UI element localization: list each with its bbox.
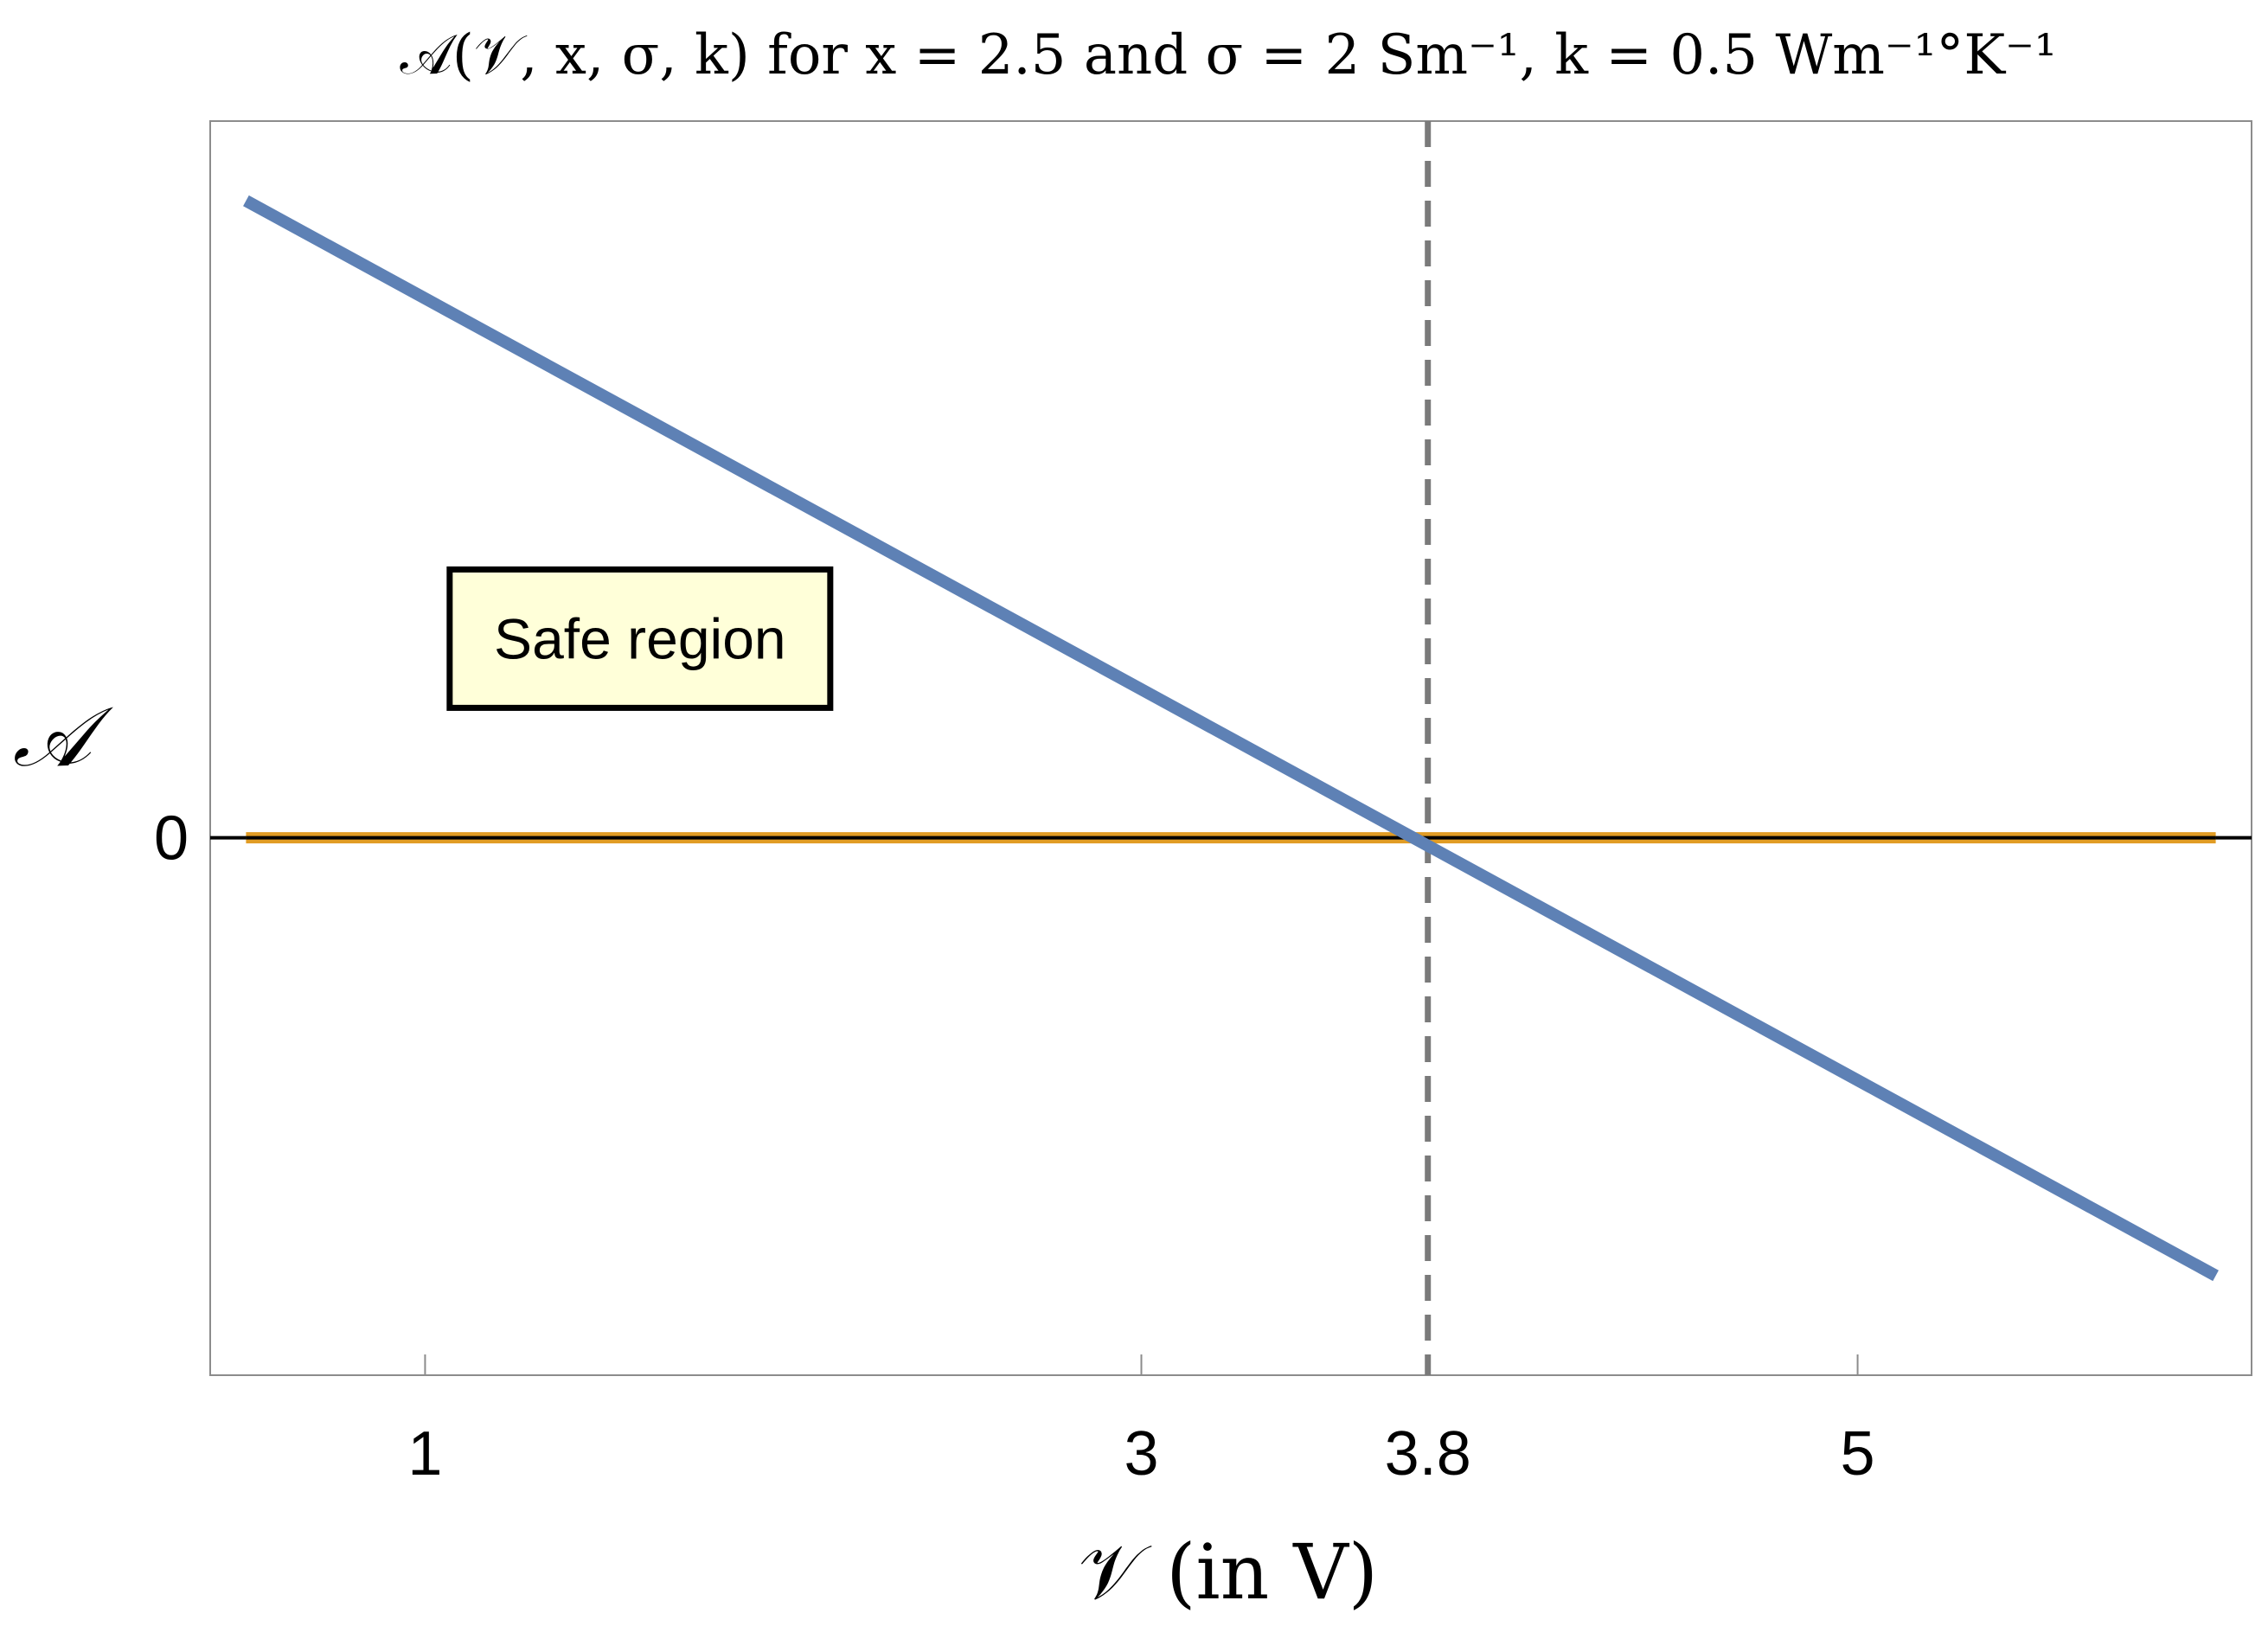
- x-tick-label-1: 3: [1124, 1419, 1158, 1489]
- x-tick-label-0: 1: [407, 1419, 442, 1489]
- x-tick-label-3: 5: [1841, 1419, 1875, 1489]
- annotation-text-0: Safe region: [494, 606, 786, 670]
- annotation-box-0: [446, 566, 834, 711]
- x-axis-label: 𝒱 (in V): [1079, 1527, 1378, 1617]
- x-tick-label-2: 3.8: [1385, 1419, 1471, 1489]
- annotation-layer: Safe region: [446, 566, 834, 711]
- plot-frame: [209, 120, 2252, 1376]
- chart-title: 𝒜(𝒱, x, σ, k) for x = 2.5 and σ = 2 Sm⁻¹…: [400, 23, 2056, 87]
- y-axis-label: 𝒜: [13, 688, 114, 785]
- ticks-layer: 1 3 3.8 5 0: [154, 804, 1875, 1489]
- y-tick-label-0: 0: [154, 804, 189, 874]
- series-layer: [210, 121, 2252, 1375]
- series-line-0: [243, 195, 2219, 1282]
